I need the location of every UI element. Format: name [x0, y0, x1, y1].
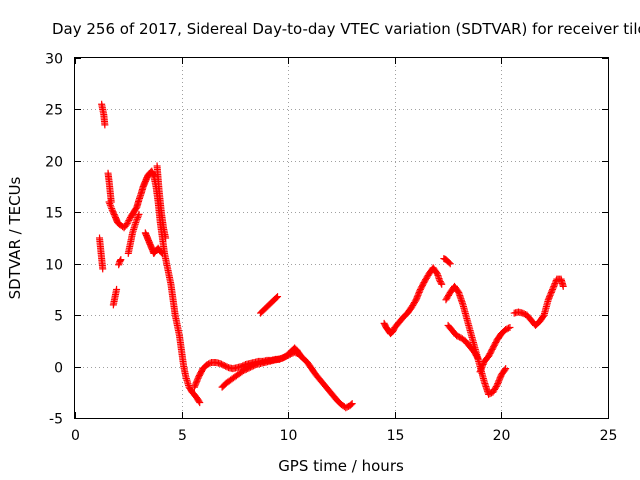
- data-point: [162, 234, 170, 242]
- data-point: [495, 377, 503, 385]
- data-point: [125, 217, 133, 225]
- data-point: [546, 291, 554, 299]
- data-point: [493, 381, 501, 389]
- data-point: [191, 382, 199, 390]
- y-tick-label: 10: [45, 258, 63, 274]
- data-point: [549, 285, 557, 293]
- data-point: [550, 281, 558, 289]
- data-point: [196, 399, 204, 407]
- x-tick-label: 15: [387, 428, 405, 444]
- data-point: [496, 375, 504, 383]
- data-point: [106, 200, 114, 208]
- data-point: [123, 220, 131, 228]
- data-point: [124, 218, 132, 226]
- data-point: [539, 312, 547, 320]
- data-point: [107, 203, 115, 211]
- y-tick-label: 30: [45, 52, 63, 68]
- data-point: [132, 217, 140, 225]
- data-point: [445, 259, 453, 267]
- y-tick-label: 20: [45, 155, 63, 171]
- data-point: [108, 205, 116, 213]
- data-point: [550, 282, 558, 290]
- data-point: [274, 293, 282, 301]
- data-point: [101, 121, 109, 129]
- data-point: [549, 284, 557, 292]
- data-point: [551, 280, 559, 288]
- data-point: [502, 365, 510, 373]
- y-tick-label: 5: [54, 309, 63, 325]
- data-point: [105, 198, 113, 206]
- data-point: [192, 379, 200, 387]
- data-point: [479, 362, 487, 370]
- x-tick-label: 25: [600, 428, 618, 444]
- data-point: [437, 279, 445, 287]
- data-point: [413, 293, 421, 301]
- data-point: [135, 210, 143, 218]
- data-point: [157, 248, 165, 256]
- x-tick-label: 0: [71, 428, 80, 444]
- data-point: [193, 377, 201, 385]
- data-point: [479, 360, 487, 368]
- data-point: [113, 285, 121, 293]
- chart-title: Day 256 of 2017, Sidereal Day-to-day VTE…: [52, 20, 640, 38]
- data-point: [297, 352, 305, 360]
- data-point: [473, 353, 481, 361]
- data-point: [190, 383, 198, 391]
- data-point: [415, 288, 423, 296]
- y-tick-label: -5: [49, 412, 63, 428]
- data-point: [106, 201, 114, 209]
- plot-frame: [74, 57, 609, 419]
- y-tick-label: 15: [45, 206, 63, 222]
- plot-area: [96, 100, 567, 412]
- data-point: [494, 380, 502, 388]
- data-point: [195, 397, 203, 405]
- data-point: [548, 287, 556, 295]
- data-point: [192, 380, 200, 388]
- y-tick-label: 0: [54, 361, 63, 377]
- data-point: [446, 260, 454, 268]
- data-point: [494, 378, 502, 386]
- data-point: [438, 280, 446, 288]
- data-point: [158, 249, 166, 257]
- data-point: [545, 294, 553, 302]
- data-point: [547, 290, 555, 298]
- data-point: [412, 296, 420, 304]
- data-point: [347, 401, 355, 409]
- data-point: [559, 282, 567, 290]
- data-point: [501, 366, 509, 374]
- data-point: [477, 365, 485, 373]
- data-point: [413, 294, 421, 302]
- data-point: [134, 212, 142, 220]
- x-axis-label: GPS time / hours: [278, 457, 404, 475]
- data-point: [117, 256, 125, 264]
- data-point: [547, 288, 555, 296]
- data-point: [99, 265, 107, 273]
- data-point: [133, 215, 141, 223]
- data-point: [415, 290, 423, 298]
- y-axis-label: SDTVAR / TECUs: [6, 176, 24, 299]
- data-point: [505, 324, 513, 332]
- data-point: [506, 323, 514, 331]
- y-tick-label: 25: [45, 103, 63, 119]
- data-point: [414, 291, 422, 299]
- data-point: [544, 296, 552, 304]
- data-point: [272, 294, 280, 302]
- data-point: [348, 400, 356, 408]
- data-point: [132, 219, 140, 227]
- axis-ticks: 0 5 10 15 20 25 -5 0 5 10 15 20 25 30: [45, 52, 617, 445]
- data-point: [477, 366, 485, 374]
- data-point: [193, 376, 201, 384]
- data-point: [474, 354, 482, 362]
- data-point: [134, 214, 142, 222]
- x-tick-label: 10: [280, 428, 298, 444]
- x-tick-label: 20: [493, 428, 511, 444]
- data-point: [296, 351, 304, 359]
- data-point: [546, 293, 554, 301]
- data-point: [476, 368, 484, 376]
- x-tick-label: 5: [178, 428, 187, 444]
- data-point: [496, 374, 504, 382]
- data-point: [478, 363, 486, 371]
